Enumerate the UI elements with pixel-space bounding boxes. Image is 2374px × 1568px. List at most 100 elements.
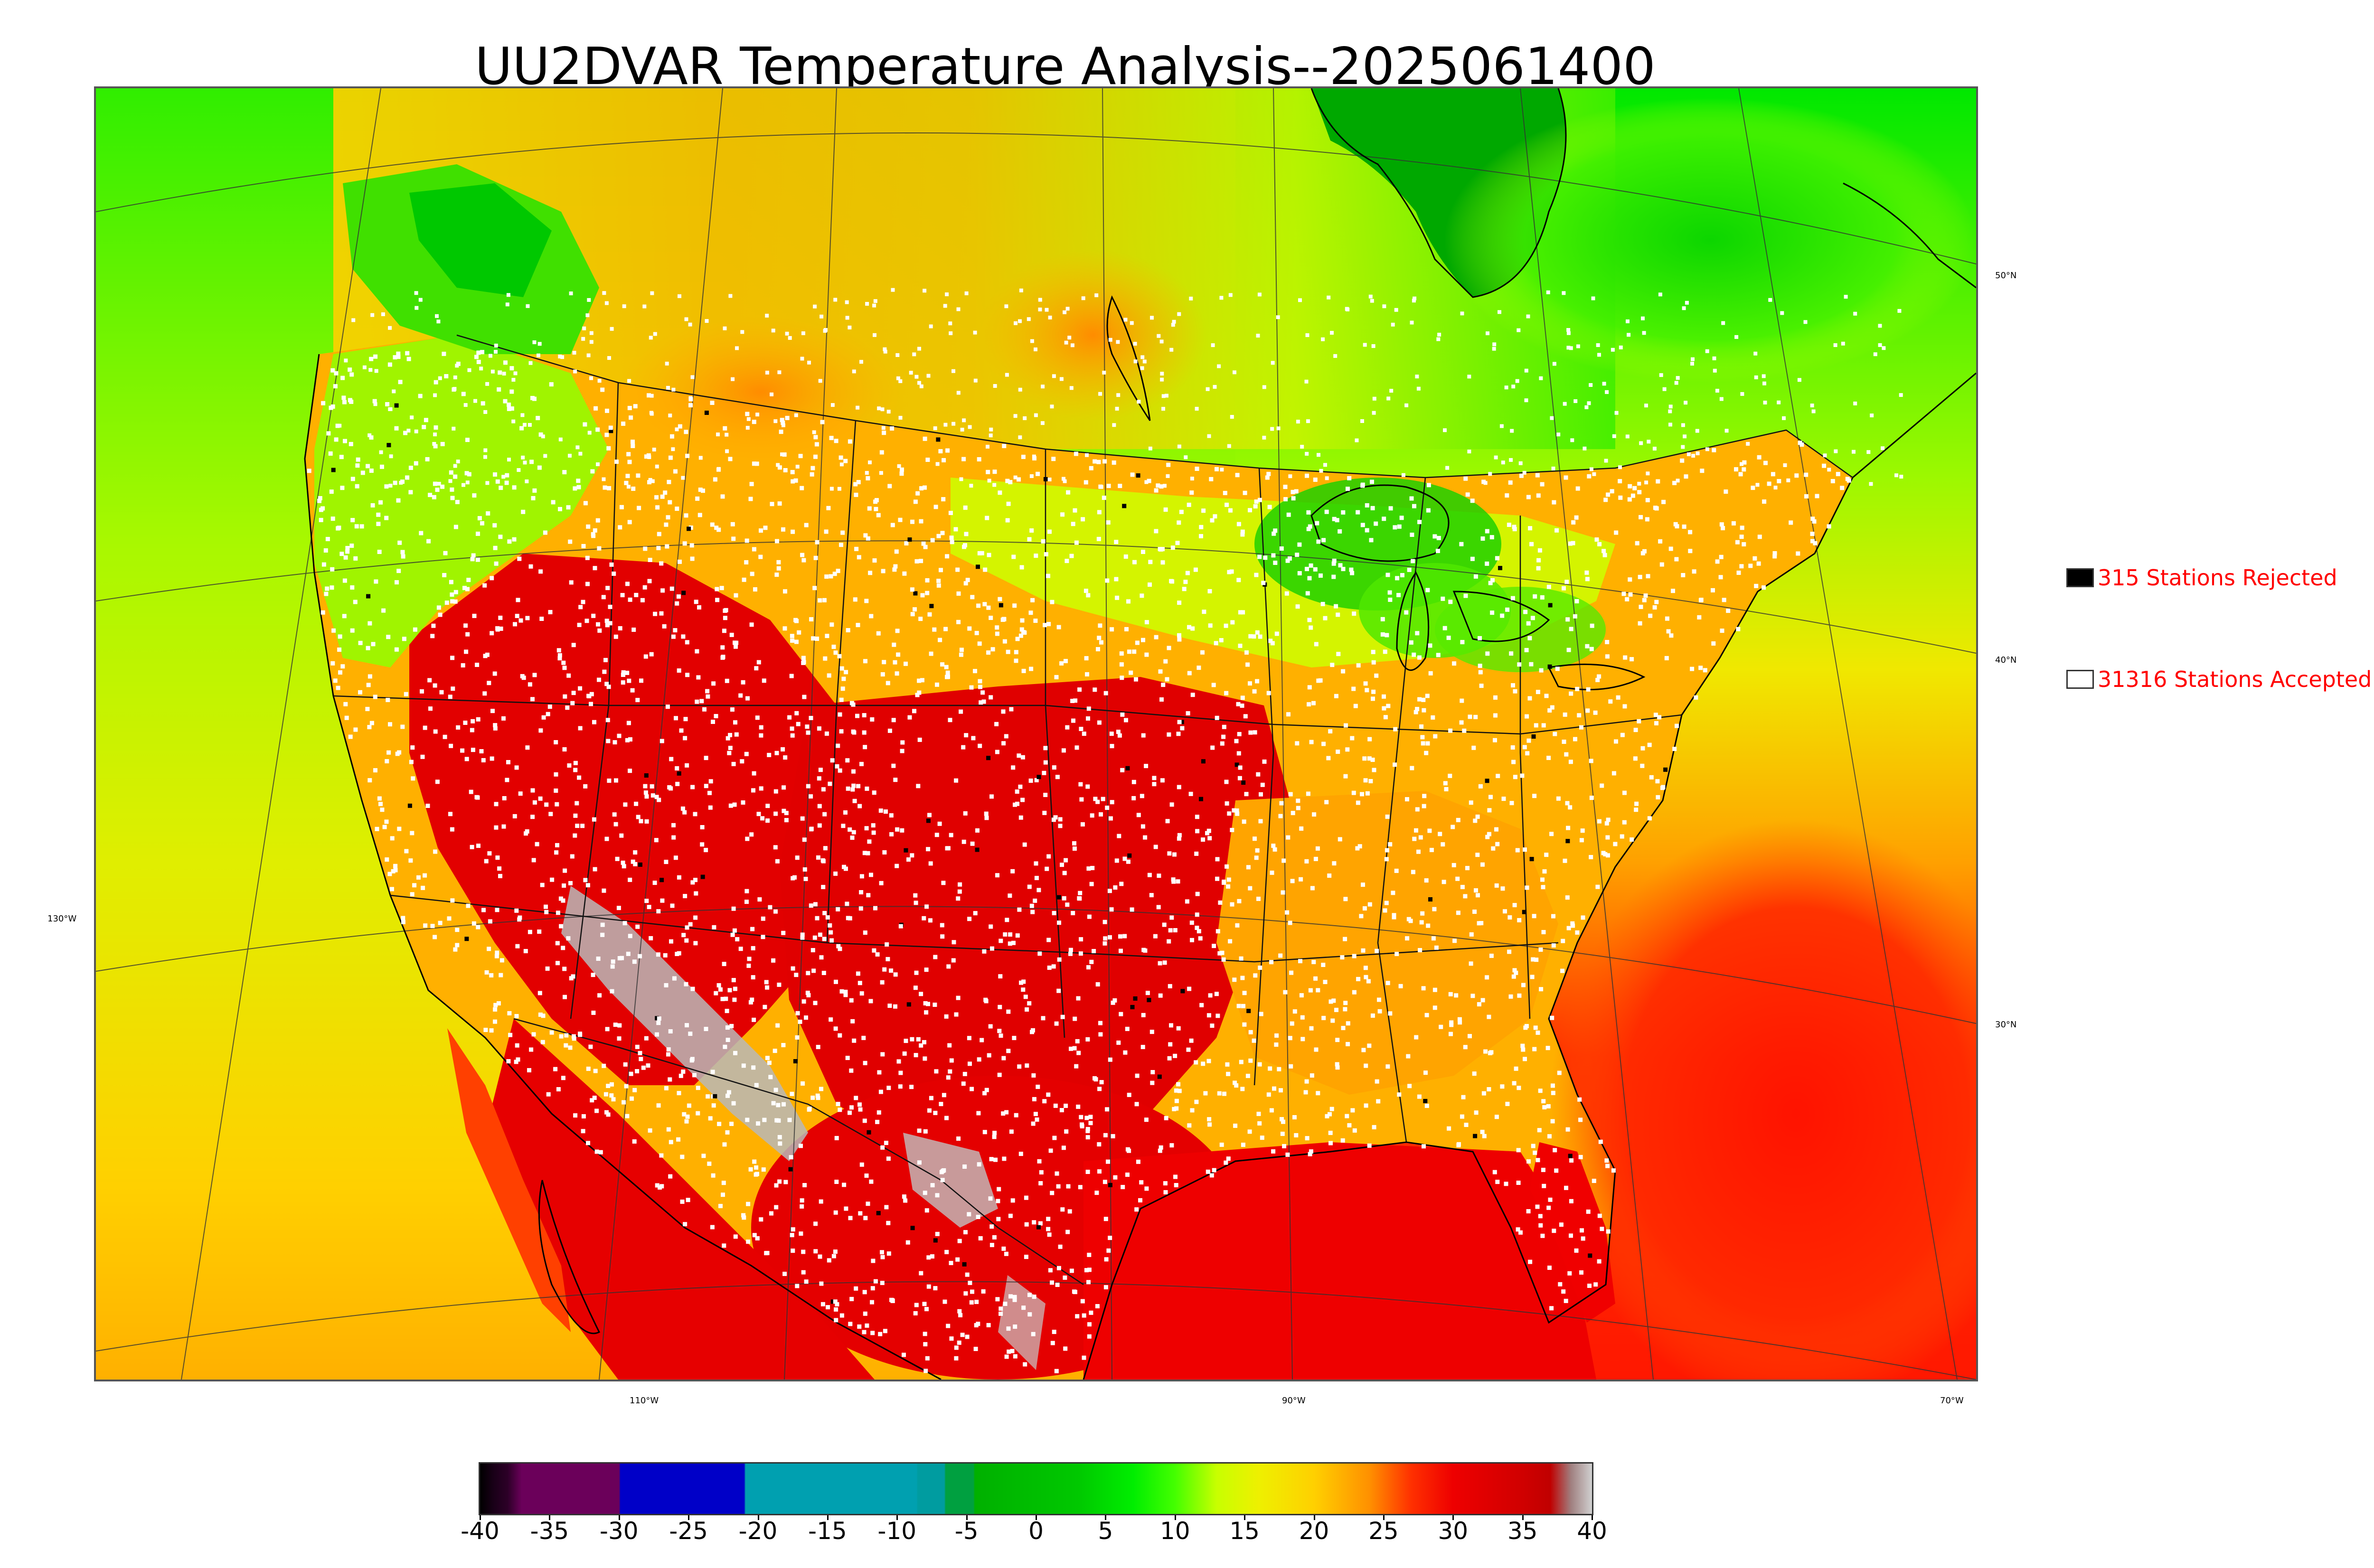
station-accepted-marker [889,832,894,836]
station-accepted-marker [1569,346,1573,350]
station-accepted-marker [578,605,583,610]
station-accepted-marker [983,567,988,572]
station-accepted-marker [693,812,697,817]
station-accepted-marker [628,769,632,773]
station-accepted-marker [563,995,567,999]
station-accepted-marker [974,1323,979,1328]
station-accepted-marker [1056,988,1061,993]
station-accepted-marker [1335,1065,1340,1070]
station-accepted-marker [913,893,918,898]
station-accepted-marker [586,1141,590,1145]
station-accepted-marker [1321,337,1325,341]
station-accepted-marker [536,416,540,421]
station-accepted-marker [669,586,674,591]
station-rejected-marker [907,537,912,542]
station-accepted-marker [1422,1144,1426,1149]
station-accepted-marker [730,522,735,526]
station-accepted-marker [924,1010,929,1015]
station-accepted-marker [1437,332,1441,337]
station-accepted-marker [681,476,685,480]
station-accepted-marker [1567,1271,1572,1276]
station-accepted-marker [919,486,924,491]
station-accepted-marker [1491,846,1496,851]
station-accepted-marker [688,1032,693,1036]
station-accepted-marker [1734,335,1739,339]
station-accepted-marker [1105,806,1110,810]
station-accepted-marker [1595,884,1600,889]
station-accepted-marker [481,908,486,912]
station-accepted-marker [377,550,382,554]
station-accepted-marker [959,652,963,657]
station-accepted-marker [949,1336,954,1341]
station-accepted-marker [1079,797,1084,802]
station-accepted-marker [1545,1046,1550,1051]
station-accepted-marker [984,1088,989,1092]
station-accepted-marker [1064,1129,1069,1134]
station-accepted-marker [1177,637,1182,642]
station-accepted-marker [1109,907,1114,912]
station-accepted-marker [993,1157,998,1162]
station-accepted-marker [631,487,636,491]
station-accepted-marker [1268,638,1273,643]
station-accepted-marker [442,573,447,577]
station-accepted-marker [1064,659,1068,663]
station-accepted-marker [1236,522,1241,526]
station-accepted-marker [1077,896,1082,901]
station-accepted-marker [754,666,759,671]
station-accepted-marker [575,824,580,828]
station-accepted-marker [656,909,661,914]
station-accepted-marker [1263,555,1268,560]
station-accepted-marker [1692,569,1696,574]
station-accepted-marker [496,1001,501,1005]
station-accepted-marker [1488,1051,1492,1055]
station-accepted-marker [648,558,652,562]
station-accepted-marker [723,426,727,431]
station-accepted-marker [977,1162,981,1167]
station-accepted-marker [1654,721,1658,725]
station-accepted-marker [828,781,832,786]
temperature-analysis-map[interactable] [94,86,1978,1381]
station-accepted-marker [1343,937,1347,941]
station-accepted-marker [809,716,813,720]
station-accepted-marker [503,399,508,404]
station-accepted-marker [1236,1004,1241,1008]
station-accepted-marker [968,1061,972,1066]
station-accepted-marker [1423,1070,1428,1075]
station-accepted-marker [1143,948,1148,953]
station-accepted-marker [785,416,790,420]
station-accepted-marker [1813,541,1818,545]
station-accepted-marker [898,924,903,929]
station-accepted-marker [1665,616,1669,621]
station-accepted-marker [485,382,490,386]
station-accepted-marker [1167,646,1171,650]
station-accepted-marker [538,728,543,733]
station-accepted-marker [796,722,801,726]
station-accepted-marker [348,367,352,372]
station-accepted-marker [1286,512,1291,517]
station-accepted-marker [1536,1158,1540,1163]
station-accepted-marker [649,652,654,657]
station-accepted-marker [811,968,816,973]
station-accepted-marker [1221,734,1226,739]
station-accepted-marker [1294,1133,1299,1137]
station-accepted-marker [710,1225,715,1230]
station-accepted-marker [963,1291,968,1296]
station-accepted-marker [1174,1106,1179,1111]
station-accepted-marker [671,823,676,827]
station-accepted-marker [483,1028,488,1032]
station-accepted-marker [1347,476,1352,480]
station-accepted-marker [1605,1164,1610,1168]
station-accepted-marker [790,1091,794,1096]
station-accepted-marker [682,1112,687,1117]
station-accepted-marker [896,652,901,657]
station-accepted-marker [578,686,583,691]
station-accepted-marker [1213,385,1217,389]
station-accepted-marker [377,796,382,801]
station-accepted-marker [1563,712,1567,717]
station-accepted-marker [1480,862,1485,867]
station-accepted-marker [1472,910,1477,914]
station-accepted-marker [1547,708,1552,713]
station-accepted-marker [784,818,789,823]
station-accepted-marker [321,401,326,405]
station-accepted-marker [994,722,999,726]
